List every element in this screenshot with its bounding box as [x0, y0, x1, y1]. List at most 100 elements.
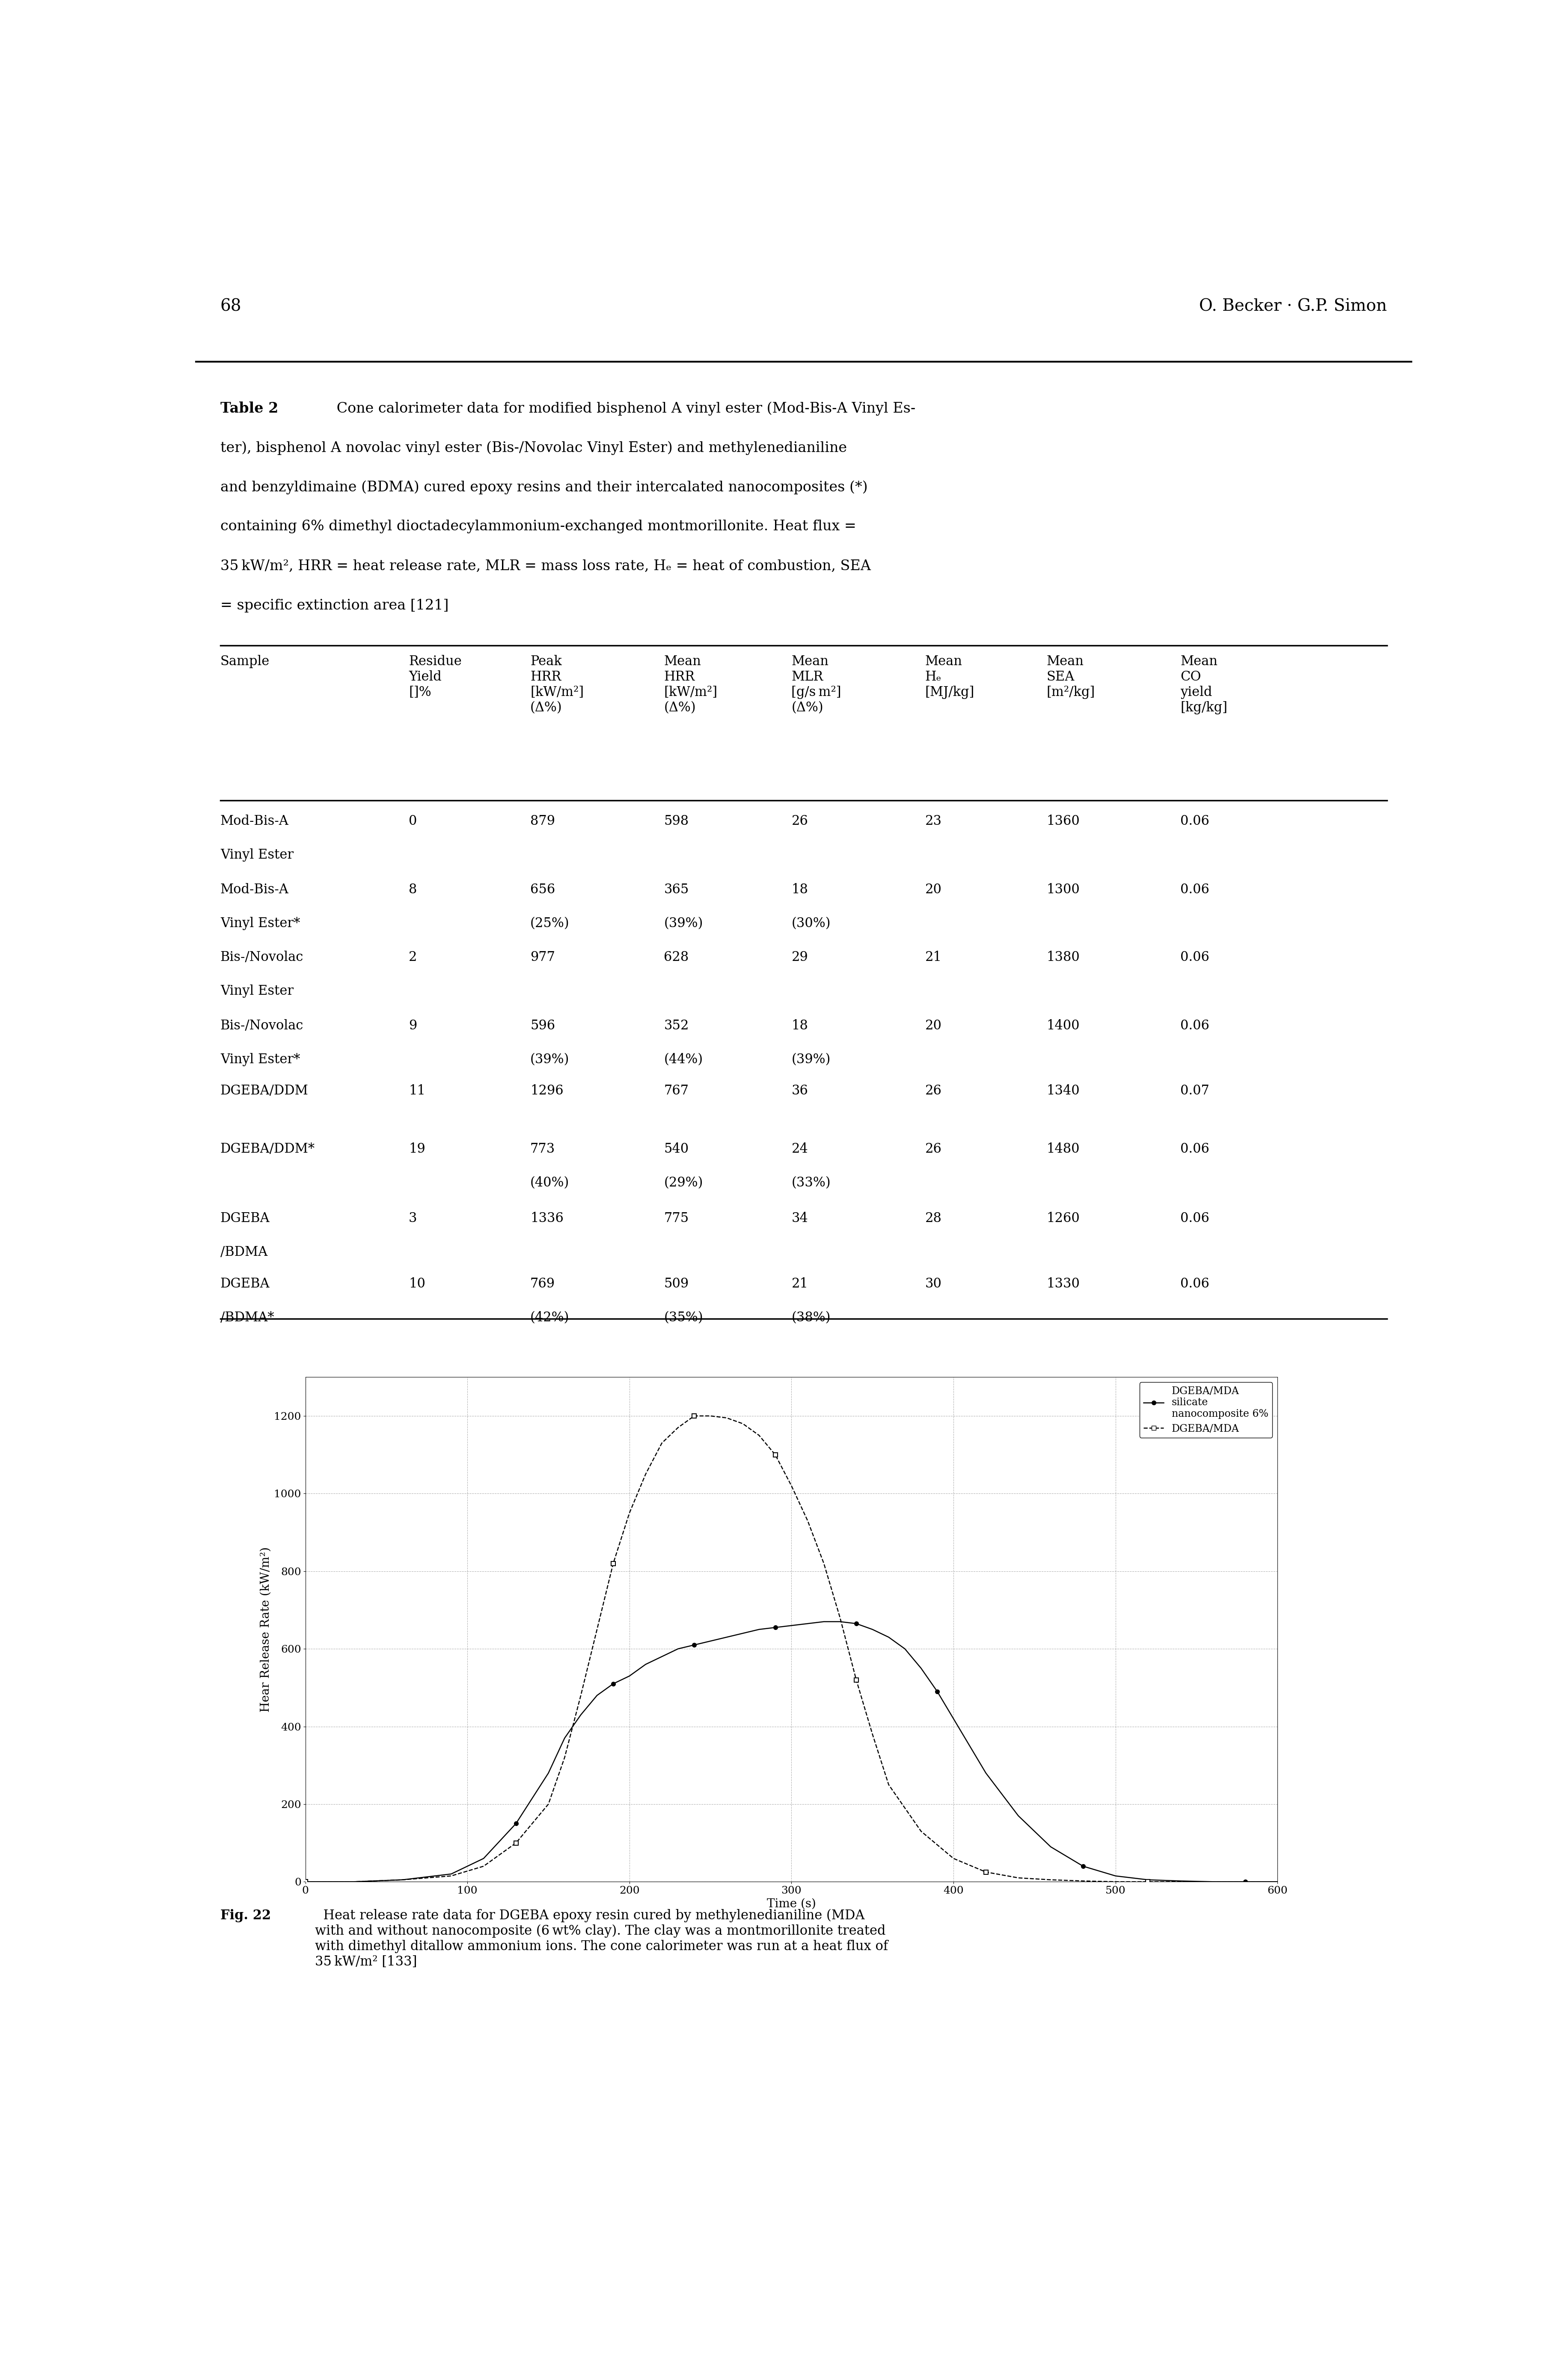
Text: Mod-Bis-A: Mod-Bis-A [220, 815, 289, 827]
Text: Sample: Sample [220, 656, 270, 668]
Text: Heat release rate data for DGEBA epoxy resin cured by methylenedianiline (MDA
wi: Heat release rate data for DGEBA epoxy r… [315, 1908, 887, 1967]
Text: 26: 26 [792, 815, 808, 827]
Text: 21: 21 [792, 1278, 808, 1290]
Text: 773: 773 [530, 1143, 555, 1155]
Text: 656: 656 [530, 884, 555, 896]
Text: DGEBA: DGEBA [220, 1278, 270, 1290]
Text: 628: 628 [663, 950, 688, 965]
Text: 36: 36 [792, 1083, 808, 1098]
Text: 509: 509 [663, 1278, 688, 1290]
Text: (44%): (44%) [663, 1053, 702, 1067]
Text: = specific extinction area [121]: = specific extinction area [121] [220, 599, 448, 613]
Text: 10: 10 [409, 1278, 425, 1290]
Text: (29%): (29%) [663, 1176, 702, 1190]
Text: 0: 0 [409, 815, 417, 827]
Text: Mean
HRR
[kW/m²]
(Δ%): Mean HRR [kW/m²] (Δ%) [663, 656, 718, 715]
Text: 596: 596 [530, 1019, 555, 1034]
Text: Mod-Bis-A: Mod-Bis-A [220, 884, 289, 896]
Text: 30: 30 [925, 1278, 942, 1290]
Text: 1380: 1380 [1046, 950, 1080, 965]
Text: Vinyl Ester*: Vinyl Ester* [220, 917, 299, 929]
Text: DGEBA: DGEBA [220, 1212, 270, 1226]
Text: (40%): (40%) [530, 1176, 569, 1190]
Text: (38%): (38%) [792, 1312, 831, 1323]
Text: 0.06: 0.06 [1181, 1278, 1209, 1290]
Text: /BDMA: /BDMA [220, 1245, 268, 1259]
Text: 26: 26 [925, 1083, 942, 1098]
Text: 21: 21 [925, 950, 942, 965]
Text: Cone calorimeter data for modified bisphenol A vinyl ester (Mod-Bis-A Vinyl Es-: Cone calorimeter data for modified bisph… [332, 402, 916, 416]
Text: (39%): (39%) [530, 1053, 569, 1067]
Text: DGEBA/DDM*: DGEBA/DDM* [220, 1143, 315, 1155]
Text: 769: 769 [530, 1278, 555, 1290]
Text: (39%): (39%) [792, 1053, 831, 1067]
Text: 28: 28 [925, 1212, 942, 1226]
Text: Fig. 22: Fig. 22 [220, 1908, 271, 1922]
Text: 540: 540 [663, 1143, 688, 1155]
Text: ter), bisphenol A novolac vinyl ester (Bis-/Novolac Vinyl Ester) and methylenedi: ter), bisphenol A novolac vinyl ester (B… [220, 442, 847, 454]
Text: (33%): (33%) [792, 1176, 831, 1190]
Text: (39%): (39%) [663, 917, 702, 929]
Text: 598: 598 [663, 815, 688, 827]
Text: DGEBA/DDM: DGEBA/DDM [220, 1083, 309, 1098]
Text: 18: 18 [792, 884, 808, 896]
Text: 1480: 1480 [1046, 1143, 1080, 1155]
Text: 0.06: 0.06 [1181, 1143, 1209, 1155]
Text: (30%): (30%) [792, 917, 831, 929]
Text: 11: 11 [409, 1083, 425, 1098]
Text: 775: 775 [663, 1212, 688, 1226]
Text: Vinyl Ester: Vinyl Ester [220, 984, 293, 998]
Text: 18: 18 [792, 1019, 808, 1034]
Text: 879: 879 [530, 815, 555, 827]
Text: Mean
MLR
[g/s m²]
(Δ%): Mean MLR [g/s m²] (Δ%) [792, 656, 842, 715]
Text: O. Becker · G.P. Simon: O. Becker · G.P. Simon [1200, 299, 1386, 314]
Text: 1330: 1330 [1046, 1278, 1080, 1290]
Text: 68: 68 [220, 299, 241, 314]
Text: Vinyl Ester*: Vinyl Ester* [220, 1053, 299, 1067]
Text: 1296: 1296 [530, 1083, 563, 1098]
Text: 352: 352 [663, 1019, 688, 1034]
Text: 20: 20 [925, 1019, 942, 1034]
Text: 19: 19 [409, 1143, 425, 1155]
Text: 24: 24 [792, 1143, 808, 1155]
Text: 0.07: 0.07 [1181, 1083, 1209, 1098]
Text: 1400: 1400 [1046, 1019, 1080, 1034]
Text: 23: 23 [925, 815, 942, 827]
Text: (25%): (25%) [530, 917, 569, 929]
Text: 3: 3 [409, 1212, 417, 1226]
Text: 35 kW/m², HRR = heat release rate, MLR = mass loss rate, Hₑ = heat of combustion: 35 kW/m², HRR = heat release rate, MLR =… [220, 558, 870, 573]
Text: 0.06: 0.06 [1181, 884, 1209, 896]
Text: 1360: 1360 [1046, 815, 1080, 827]
Text: 29: 29 [792, 950, 808, 965]
Text: Bis-/Novolac: Bis-/Novolac [220, 950, 304, 965]
Text: 8: 8 [409, 884, 417, 896]
Text: 0.06: 0.06 [1181, 815, 1209, 827]
Text: Bis-/Novolac: Bis-/Novolac [220, 1019, 304, 1034]
Text: 1300: 1300 [1046, 884, 1080, 896]
Text: 0.06: 0.06 [1181, 950, 1209, 965]
Text: 9: 9 [409, 1019, 417, 1034]
Text: Mean
CO
yield
[kg/kg]: Mean CO yield [kg/kg] [1181, 656, 1228, 715]
Text: 977: 977 [530, 950, 555, 965]
Text: 34: 34 [792, 1212, 808, 1226]
Text: 767: 767 [663, 1083, 688, 1098]
Text: 1340: 1340 [1046, 1083, 1080, 1098]
Text: 0.06: 0.06 [1181, 1019, 1209, 1034]
Text: 2: 2 [409, 950, 417, 965]
Text: Residue
Yield
[]%: Residue Yield []% [409, 656, 461, 699]
Text: containing 6% dimethyl dioctadecylammonium-exchanged montmorillonite. Heat flux : containing 6% dimethyl dioctadecylammoni… [220, 520, 856, 535]
Text: (42%): (42%) [530, 1312, 569, 1323]
Text: 1260: 1260 [1046, 1212, 1080, 1226]
Text: Vinyl Ester: Vinyl Ester [220, 848, 293, 862]
Text: 0.06: 0.06 [1181, 1212, 1209, 1226]
Text: Table 2: Table 2 [220, 402, 278, 416]
Text: 1336: 1336 [530, 1212, 563, 1226]
Text: and benzyldimaine (BDMA) cured epoxy resins and their intercalated nanocomposite: and benzyldimaine (BDMA) cured epoxy res… [220, 480, 867, 494]
Text: (35%): (35%) [663, 1312, 702, 1323]
Text: /BDMA*: /BDMA* [220, 1312, 274, 1323]
Text: Mean
SEA
[m²/kg]: Mean SEA [m²/kg] [1046, 656, 1094, 699]
Text: Mean
Hₑ
[MJ/kg]: Mean Hₑ [MJ/kg] [925, 656, 974, 699]
Text: 26: 26 [925, 1143, 942, 1155]
Text: Peak
HRR
[kW/m²]
(Δ%): Peak HRR [kW/m²] (Δ%) [530, 656, 583, 715]
Text: 20: 20 [925, 884, 942, 896]
